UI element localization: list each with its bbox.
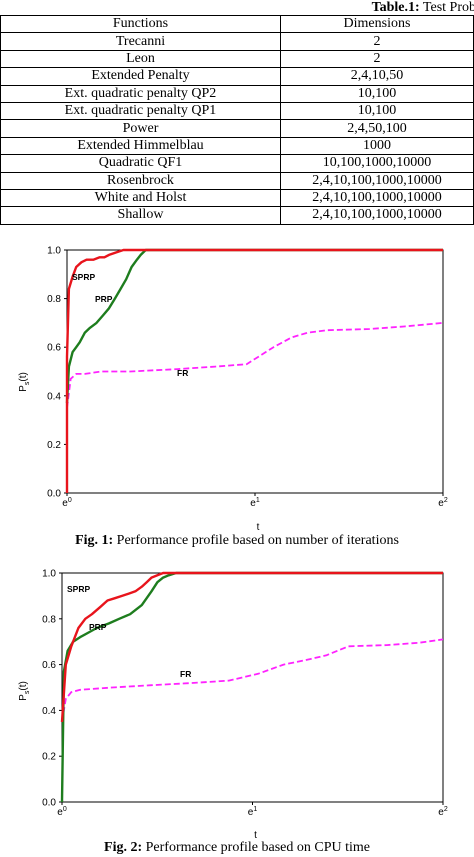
y-axis-label: Ps(t) [18,372,31,392]
x-axis-label: t [254,830,257,841]
table-row: Extended Himmelblau 1000 [0,136,474,156]
series-label-fr: FR [180,669,191,679]
function-name-cell: Quadratic QF1 [0,154,281,173]
header-functions: Functions [0,14,281,34]
dimensions-cell: 10,100 [280,84,474,103]
function-name-cell: Extended Himmelblau [0,136,281,156]
table-caption-text: Test Prob [419,0,474,15]
figure-1: 0.0 0.2 0.4 0.6 0.8 1.0 e0 e1 e2 t Ps(t) SPRP PRP FR … [0,240,474,560]
y-tick-label: 0.6 [42,660,56,671]
figure-2-chart: 0.0 0.2 0.4 0.6 0.8 1.0 e0 e1 e2 t Ps(t) SPRP PRP FR [18,569,448,842]
y-tick-label: 0.8 [42,614,56,625]
function-name-cell: Rosenbrock [0,171,281,190]
test-problems-table: Functions Dimensions Trecanni 2 Leon 2 Exten… [0,14,474,225]
dimensions-cell: 10,100,1000,10000 [280,154,474,173]
dimensions-cell: 2,4,50,100 [280,119,474,138]
series-line-sprp [60,571,443,722]
table-row: Ext. quadratic penalty QP2 10,100 [0,84,474,103]
series-label-prp: PRP [95,294,113,304]
figure-1-caption-label: Fig. 1: [75,533,114,548]
y-axis-label: Ps(t) [18,681,31,701]
series-label-sprp: SPRP [72,272,95,282]
dimensions-cell: 2 [280,49,474,69]
series-line-prp [60,571,443,803]
function-name-cell: Ext. quadratic penalty QP2 [0,84,281,103]
dimensions-cell: 2,4,10,50 [280,67,474,86]
function-name-cell: Trecanni [0,32,281,51]
table-row: Shallow 2,4,10,100,1000,10000 [0,206,474,225]
function-name-cell: Shallow [0,206,281,225]
figure-2-caption-label: Fig. 2: [104,840,143,855]
table-row: Power 2,4,50,100 [0,119,474,138]
function-name-cell: Ext. quadratic penalty QP1 [0,101,281,121]
x-tick-label: e0 [57,806,67,818]
figure-1-caption: Fig. 1: Performance profile based on num… [0,533,474,549]
figure-2-caption-text: Performance profile based on CPU time [142,840,370,855]
series-label-sprp: SPRP [67,584,90,594]
y-tick-label: 0.8 [47,294,61,305]
function-name-cell: White and Holst [0,188,281,208]
figure-1-chart: 0.0 0.2 0.4 0.6 0.8 1.0 e0 e1 e2 t Ps(t) SPRP PRP FR [18,246,448,534]
y-tick-label: 1.0 [47,246,61,257]
dimensions-cell: 10,100 [280,101,474,121]
y-tick-label: 0.4 [47,391,61,402]
x-tick-label: e2 [438,806,448,818]
figure-2: 0.0 0.2 0.4 0.6 0.8 1.0 e0 e1 e2 t Ps(t) SPRP PRP FR … [0,563,474,857]
series-line-prp [65,248,443,404]
table-caption-label: Table.1: [371,0,420,15]
y-tick-label: 0.2 [42,752,56,763]
dimensions-cell: 2,4,10,100,1000,10000 [280,206,474,225]
dimensions-cell: 2,4,10,100,1000,10000 [280,188,474,208]
x-tick-label: e1 [248,806,258,818]
y-tick-label: 1.0 [42,569,56,580]
table-row: Quadratic QF1 10,100,1000,10000 [0,154,474,173]
table-caption: Table.1: Test Prob [372,0,474,17]
function-name-cell: Power [0,119,281,138]
y-tick-label: 0.0 [47,489,61,500]
figure-2-caption: Fig. 2: Performance profile based on CPU… [0,840,474,856]
table-row: Ext. quadratic penalty QP1 10,100 [0,101,474,121]
table-header-row: Functions Dimensions [0,14,474,34]
series-label-fr: FR [177,368,188,378]
function-name-cell: Leon [0,49,281,69]
y-tick-label: 0.4 [42,706,56,717]
table-row: Leon 2 [0,49,474,69]
series-line-fr [66,322,444,409]
x-tick-label: e1 [250,497,260,509]
function-name-cell: Extended Penalty [0,67,281,86]
series-line-sprp [65,248,443,493]
x-tick-label: e0 [62,497,72,509]
table-row: Extended Penalty 2,4,10,50 [0,67,474,86]
plot-frame [61,572,444,803]
dimensions-cell: 2 [280,32,474,51]
table-row: White and Holst 2,4,10,100,1000,10000 [0,188,474,208]
dimensions-cell: 2,4,10,100,1000,10000 [280,171,474,190]
header-dimensions: Dimensions [280,14,474,34]
series-label-prp: PRP [89,622,107,632]
series-line-fr [61,638,444,723]
x-tick-label: e2 [438,497,448,509]
y-tick-label: 0.6 [47,343,61,354]
table-row: Trecanni 2 [0,32,474,51]
y-tick-label: 0.0 [42,798,56,809]
dimensions-cell: 1000 [280,136,474,156]
figure-1-caption-text: Performance profile based on number of i… [113,533,399,548]
y-tick-label: 0.2 [47,440,61,451]
table-row: Rosenbrock 2,4,10,100,1000,10000 [0,171,474,190]
x-axis-label: t [257,522,260,533]
